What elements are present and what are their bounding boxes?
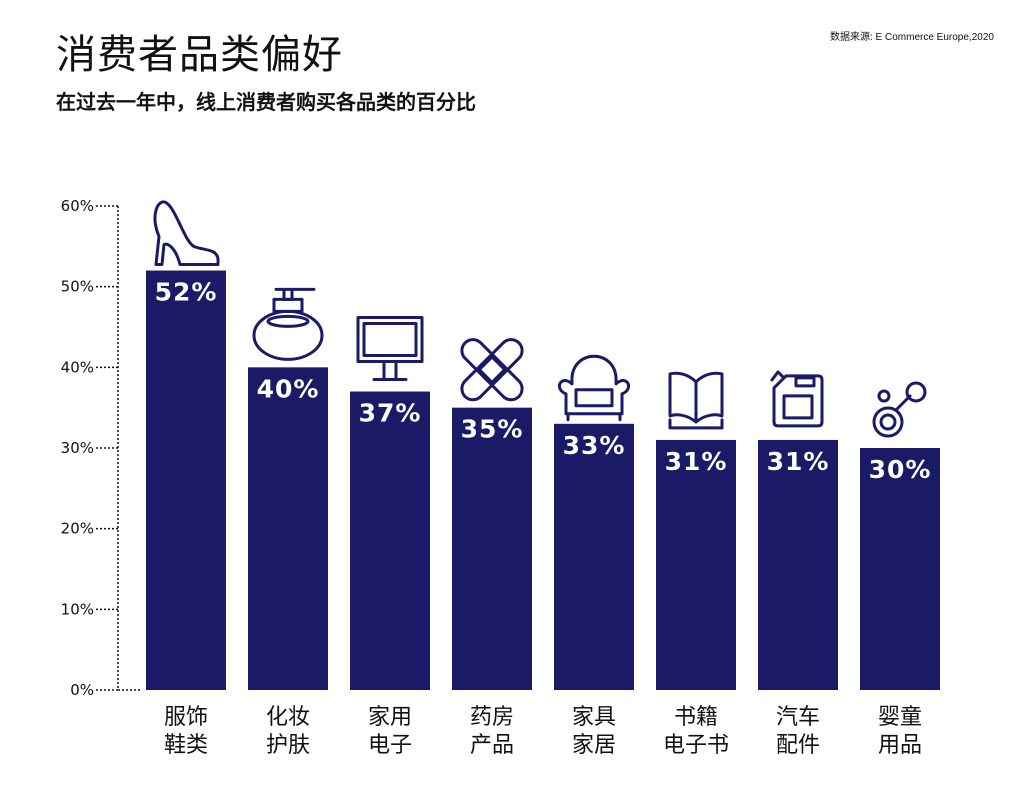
- category-label: 婴童: [878, 705, 922, 730]
- bar-value-label: 31%: [767, 447, 830, 476]
- bar-value-label: 52%: [155, 278, 218, 307]
- category-label: 鞋类: [164, 733, 208, 758]
- y-tick-label: 60%: [61, 197, 94, 215]
- bar: [452, 407, 532, 690]
- category-label: 书籍: [674, 705, 718, 730]
- category-label: 汽车: [776, 705, 820, 730]
- category-label: 产品: [470, 733, 514, 758]
- bandage-icon: [460, 338, 524, 402]
- y-tick-label: 10%: [61, 600, 94, 618]
- y-tick-label: 0%: [70, 681, 94, 699]
- category-label: 配件: [776, 733, 820, 758]
- monitor-icon: [356, 316, 424, 382]
- category-label: 用品: [878, 733, 922, 758]
- y-tick-label: 40%: [61, 358, 94, 376]
- bar: [350, 391, 430, 690]
- bar: [248, 367, 328, 690]
- chart-subtitle: 在过去一年中，线上消费者购买各品类的百分比: [56, 90, 476, 114]
- bar-value-label: 35%: [461, 415, 524, 444]
- category-label: 家用: [368, 705, 412, 730]
- category-label: 家具: [572, 705, 616, 730]
- category-label: 电子书: [663, 733, 729, 758]
- bar: [758, 439, 838, 690]
- open-book-icon: [668, 371, 724, 430]
- chart-title: 消费者品类偏好: [56, 32, 343, 78]
- armchair-icon: [557, 355, 631, 422]
- high-heel-shoe-icon: [153, 200, 220, 267]
- bar: [554, 423, 634, 690]
- y-tick-label: 50%: [61, 278, 94, 296]
- bar-value-label: 31%: [665, 447, 728, 476]
- category-label: 服饰: [164, 705, 208, 730]
- perfume-bottle-icon: [252, 287, 324, 361]
- data-source-note: 数据来源: E Commerce Europe,2020: [830, 32, 994, 43]
- bar: [860, 448, 940, 690]
- category-label: 化妆: [266, 705, 310, 730]
- category-label: 药房: [470, 705, 514, 730]
- bar-value-label: 33%: [563, 431, 626, 460]
- bar-value-label: 37%: [359, 399, 422, 428]
- y-tick-label: 30%: [61, 439, 94, 457]
- fuel-canister-icon: [770, 370, 824, 428]
- bar: [656, 439, 736, 690]
- category-label: 电子: [368, 733, 412, 758]
- category-label: 家居: [572, 733, 616, 758]
- y-tick-label: 20%: [61, 520, 94, 538]
- bar-value-label: 30%: [869, 455, 932, 484]
- pacifier-icon: [872, 381, 927, 438]
- bar-value-label: 40%: [257, 374, 320, 403]
- bar: [146, 270, 226, 690]
- category-label: 护肤: [266, 733, 310, 758]
